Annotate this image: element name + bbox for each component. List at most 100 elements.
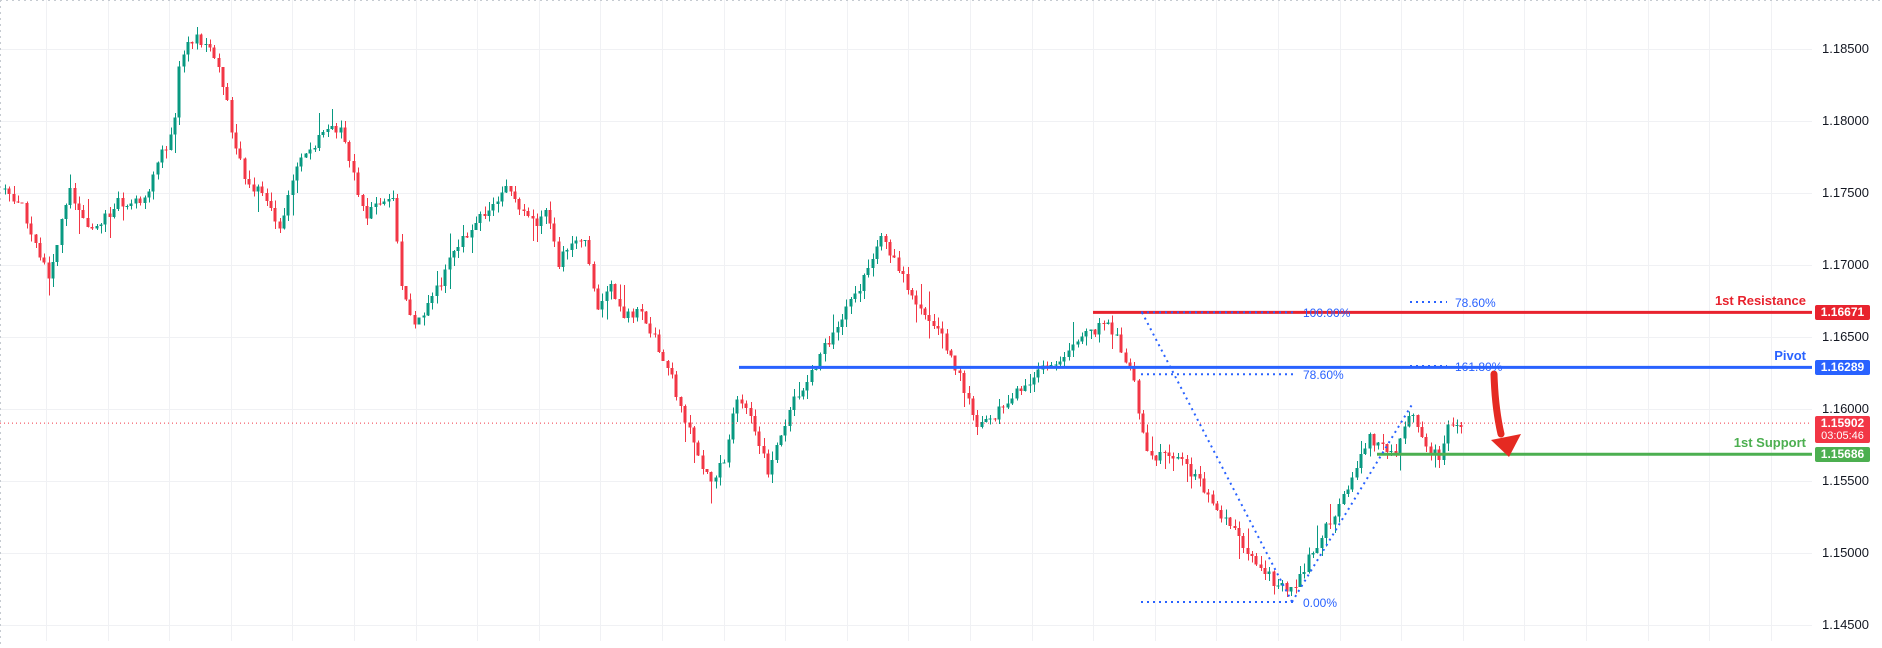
grid-layer xyxy=(0,0,1812,641)
candle xyxy=(60,218,64,254)
bar-countdown: 03:05:46 xyxy=(1821,430,1864,442)
candle xyxy=(731,407,735,444)
candle xyxy=(897,250,901,273)
candle xyxy=(51,253,55,287)
candle xyxy=(243,157,247,185)
fib-retracement-trend-line[interactable] xyxy=(1141,311,1293,603)
candle xyxy=(618,284,622,312)
candle xyxy=(461,224,465,253)
support-price-tag: 1.15686 xyxy=(1815,447,1870,462)
candle xyxy=(86,198,90,228)
level-lines-layer xyxy=(739,310,1812,456)
candle xyxy=(217,53,221,73)
candle xyxy=(1224,509,1228,526)
candle xyxy=(1097,317,1101,343)
candle xyxy=(1376,441,1380,450)
candle xyxy=(1028,373,1032,394)
candle xyxy=(1294,579,1298,594)
candle xyxy=(971,396,975,421)
candle xyxy=(1241,533,1245,553)
candle xyxy=(1089,329,1093,340)
candle xyxy=(1446,420,1450,452)
candle xyxy=(42,253,46,265)
candle xyxy=(125,204,129,210)
candle xyxy=(81,205,85,219)
candle xyxy=(1084,328,1088,346)
candle xyxy=(90,223,94,230)
candle xyxy=(413,310,417,329)
candle xyxy=(775,442,779,464)
candle xyxy=(910,287,914,300)
price-tick-label: 1.16500 xyxy=(1822,329,1869,344)
candle xyxy=(936,317,940,336)
candle xyxy=(1407,411,1411,428)
fib-extension-label-1618: 161.80% xyxy=(1455,360,1503,374)
candle xyxy=(25,201,29,229)
candle xyxy=(404,285,408,301)
candle xyxy=(1346,485,1350,497)
candle xyxy=(1132,362,1136,383)
candle xyxy=(875,239,879,264)
candle xyxy=(884,234,888,250)
candle xyxy=(1289,586,1293,596)
candle xyxy=(286,190,290,222)
candle xyxy=(1298,565,1302,588)
candle xyxy=(1272,570,1276,595)
candle xyxy=(260,181,264,196)
candle xyxy=(705,469,709,475)
candle xyxy=(395,194,399,244)
window-edge-top xyxy=(0,0,1882,1)
candle xyxy=(1189,457,1193,489)
candle xyxy=(1433,444,1437,468)
candle xyxy=(1328,504,1332,529)
candle xyxy=(1424,433,1428,452)
candle xyxy=(38,237,42,261)
candle xyxy=(129,199,133,210)
candle xyxy=(1006,395,1010,410)
candle xyxy=(1246,528,1250,561)
candle xyxy=(1280,580,1284,592)
candle xyxy=(583,239,587,247)
candle xyxy=(156,161,160,180)
candle xyxy=(522,204,526,217)
fib-retracement-label-0: 0.00% xyxy=(1303,596,1338,610)
candle xyxy=(291,174,295,216)
candle xyxy=(574,236,578,250)
candle xyxy=(7,186,11,202)
candle xyxy=(143,195,147,209)
candle xyxy=(1437,445,1441,468)
candle xyxy=(513,185,517,203)
candle xyxy=(99,222,103,234)
candle xyxy=(426,295,430,316)
candle xyxy=(975,409,979,436)
bearish-arrow-head[interactable] xyxy=(1491,434,1521,457)
price-tick-label: 1.14500 xyxy=(1822,617,1869,632)
candle xyxy=(308,142,312,160)
candle xyxy=(923,306,927,320)
candle xyxy=(186,36,190,62)
candle xyxy=(539,210,543,234)
arrow-layer xyxy=(1490,370,1521,457)
candle xyxy=(984,415,988,423)
candle xyxy=(596,284,600,311)
candle xyxy=(919,283,923,315)
price-axis[interactable]: 1.18500 1.18000 1.17500 1.17000 1.16500 1.160… xyxy=(1812,0,1882,648)
candle xyxy=(408,293,412,316)
fib-extension-trend-line[interactable] xyxy=(1291,402,1414,603)
candle xyxy=(1302,563,1306,579)
candle xyxy=(304,153,308,159)
candle xyxy=(1372,433,1376,452)
candle xyxy=(858,284,862,302)
candle xyxy=(252,177,256,197)
candle xyxy=(914,290,918,323)
candle xyxy=(888,239,892,264)
candle xyxy=(892,248,896,258)
candle xyxy=(849,297,853,314)
candle xyxy=(1363,443,1367,455)
bearish-arrow[interactable] xyxy=(1490,370,1505,438)
candle xyxy=(356,167,360,197)
candle xyxy=(727,434,731,468)
candle xyxy=(622,284,626,319)
